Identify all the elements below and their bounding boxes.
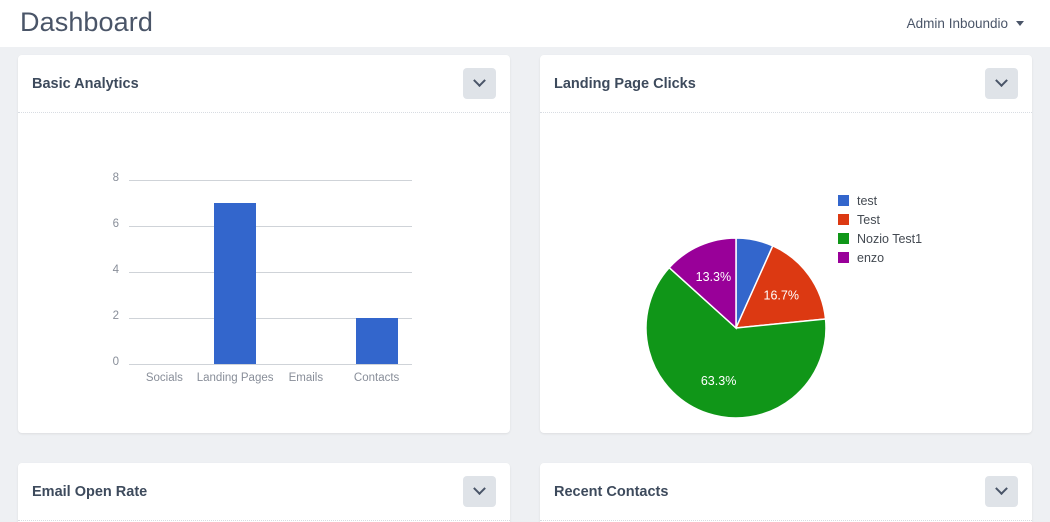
user-menu-label: Admin Inboundio [906, 16, 1008, 31]
panel-body-landing-page-clicks: 16.7% 63.3% 13.3% test Test Nozio Test1 enzo [540, 113, 1032, 433]
pie-slice-percent-label: 16.7% [764, 288, 799, 302]
legend-swatch [838, 233, 849, 244]
panel-title: Recent Contacts [554, 483, 669, 500]
chevron-down-icon [473, 482, 486, 496]
gridline [129, 226, 412, 227]
top-bar: Dashboard Admin Inboundio [0, 0, 1050, 47]
panel-basic-analytics: Basic Analytics 0 2 4 6 8 Socials Landing Page… [18, 55, 510, 433]
gridline [129, 272, 412, 273]
pie-svg: 16.7% 63.3% 13.3% [645, 237, 827, 419]
panel-header: Landing Page Clicks [540, 55, 1032, 113]
x-axis-tick-label: Landing Pages [196, 372, 274, 384]
panel-body-basic-analytics: 0 2 4 6 8 Socials Landing Pages Emails Contacts [18, 113, 510, 433]
y-axis-tick-label: 2 [112, 310, 119, 322]
panel-landing-page-clicks: Landing Page Clicks 16.7% 63.3% 13.3% test T… [540, 55, 1032, 433]
legend-label: enzo [857, 250, 885, 265]
collapse-button-email-open-rate[interactable] [463, 476, 496, 507]
chevron-down-icon [473, 74, 486, 88]
pie-chart: 16.7% 63.3% 13.3% test Test Nozio Test1 enzo [540, 113, 1032, 433]
legend-item[interactable]: enzo [838, 248, 922, 267]
x-axis-tick-label: Socials [145, 372, 183, 384]
pie-slice-percent-label: 63.3% [701, 374, 736, 388]
gridline [129, 364, 412, 365]
collapse-button-basic-analytics[interactable] [463, 68, 496, 99]
collapse-button-recent-contacts[interactable] [985, 476, 1018, 507]
user-menu[interactable]: Admin Inboundio [907, 16, 1024, 31]
y-axis-tick-label: 0 [112, 356, 119, 368]
dashboard-content: Basic Analytics 0 2 4 6 8 Socials Landing Page… [0, 47, 1050, 522]
pie-legend: test Test Nozio Test1 enzo [838, 191, 922, 267]
y-axis-tick-label: 8 [112, 172, 119, 184]
legend-label: Test [857, 212, 880, 227]
caret-down-icon [1016, 21, 1024, 26]
page-title: Dashboard [20, 6, 153, 37]
chevron-down-icon [995, 482, 1008, 496]
bar[interactable] [355, 318, 398, 364]
gridline [129, 180, 412, 181]
panel-row-1: Basic Analytics 0 2 4 6 8 Socials Landing Page… [18, 55, 1032, 433]
panel-row-2: Email Open Rate Recent Contacts [18, 463, 1032, 522]
legend-label: Nozio Test1 [857, 231, 923, 246]
legend-item[interactable]: Nozio Test1 [838, 229, 922, 248]
panel-title: Email Open Rate [32, 483, 148, 500]
legend-swatch [838, 195, 849, 206]
collapse-button-landing-page-clicks[interactable] [985, 68, 1018, 99]
panel-recent-contacts: Recent Contacts [540, 463, 1032, 522]
pie-slice-percent-label: 13.3% [696, 270, 731, 284]
x-axis-tick-label: Contacts [353, 372, 400, 384]
legend-swatch [838, 252, 849, 263]
pie-slice[interactable] [734, 244, 827, 329]
legend-swatch [838, 214, 849, 225]
panel-email-open-rate: Email Open Rate [18, 463, 510, 522]
y-axis-tick-label: 6 [112, 218, 119, 230]
panel-header: Email Open Rate [18, 463, 510, 521]
panel-title: Basic Analytics [32, 75, 139, 92]
panel-title: Landing Page Clicks [554, 75, 696, 92]
pie-slice[interactable] [645, 266, 827, 419]
gridline [129, 318, 412, 319]
pie-slice[interactable] [668, 237, 737, 330]
bar-chart: 0 2 4 6 8 Socials Landing Pages Emails Contacts [18, 113, 510, 433]
legend-item[interactable]: Test [838, 210, 922, 229]
legend-label: test [857, 193, 878, 208]
y-axis-tick-label: 4 [112, 264, 119, 276]
legend-item[interactable]: test [838, 191, 922, 210]
panel-header: Recent Contacts [540, 463, 1032, 521]
bar[interactable] [214, 203, 257, 364]
chevron-down-icon [995, 74, 1008, 88]
panel-header: Basic Analytics [18, 55, 510, 113]
x-axis-tick-label: Emails [288, 372, 324, 384]
